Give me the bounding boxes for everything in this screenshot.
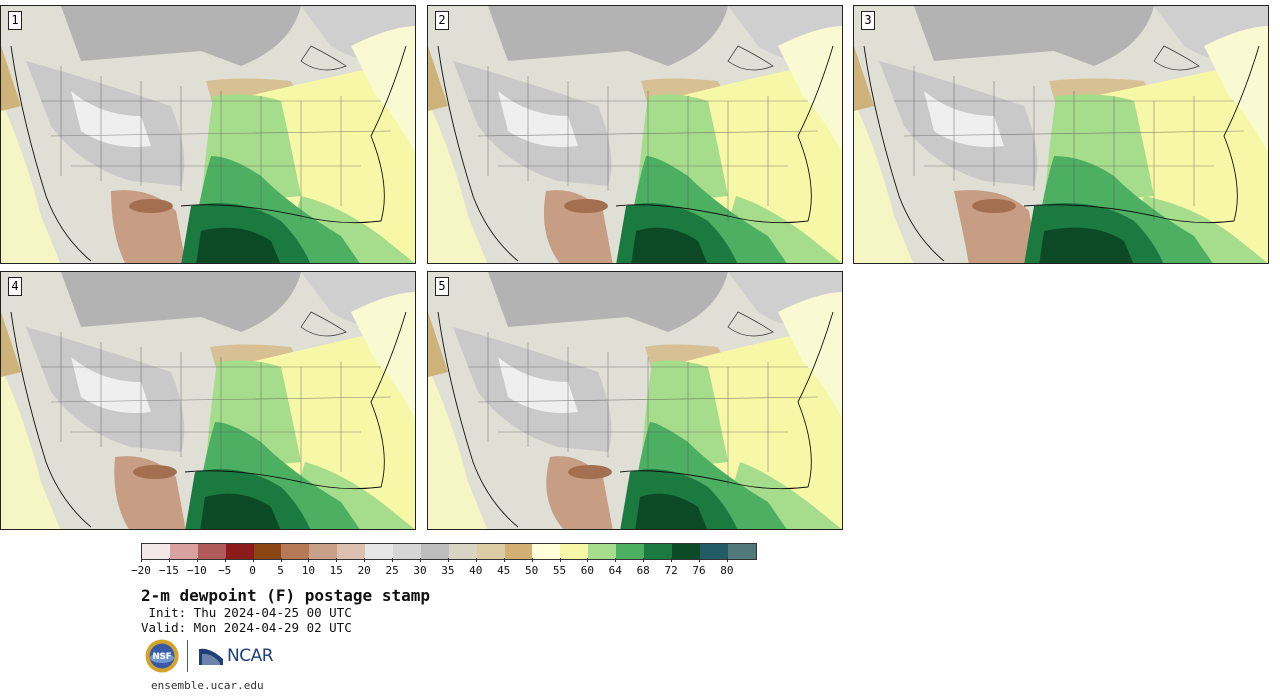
colorbar-tick-label: 5	[277, 564, 284, 577]
colorbar-tick-mark	[420, 558, 421, 562]
ncar-logo: NCAR	[198, 645, 274, 667]
colorbar-tick-mark	[475, 558, 477, 562]
colorbar-tick-label: 0	[249, 564, 256, 577]
colorbar-swatch	[337, 544, 366, 559]
postage-stamp-panel-4: 4	[0, 271, 416, 530]
colorbar-swatch	[504, 544, 533, 559]
colorbar-tick-mark	[308, 558, 310, 562]
colorbar-tick-mark	[252, 558, 254, 562]
colorbar-swatch	[225, 544, 254, 559]
colorbar-swatch	[365, 544, 394, 559]
colorbar-tick-mark	[699, 558, 700, 562]
colorbar-tick-label: −15	[158, 564, 179, 577]
colorbar-tick-mark	[615, 558, 617, 562]
ncar-logo-text: NCAR	[227, 646, 274, 666]
colorbar-swatch	[169, 544, 198, 559]
dewpoint-map	[854, 6, 1268, 263]
colorbar-tick-label: 68	[636, 564, 650, 577]
colorbar-swatch	[476, 544, 505, 559]
colorbar-tick-mark	[196, 558, 198, 562]
colorbar-tick-label: 64	[608, 564, 622, 577]
colorbar-tick-label: 35	[441, 564, 455, 577]
colorbar-tick-mark	[392, 558, 394, 562]
dewpoint-map	[428, 6, 842, 263]
colorbar-tick-mark	[531, 558, 533, 562]
panel-number: 1	[8, 11, 22, 30]
colorbar-tick-label: −5	[218, 564, 232, 577]
colorbar-tick-mark	[141, 558, 142, 562]
colorbar-tick-mark	[280, 558, 282, 562]
colorbar-tick-label: 50	[524, 564, 539, 577]
plot-title: 2-m dewpoint (F) postage stamp	[141, 586, 430, 605]
colorbar-tick-label: 20	[357, 564, 371, 577]
colorbar-swatch	[644, 544, 672, 559]
website-url: ensemble.ucar.edu	[151, 679, 264, 692]
nsf-logo-text: NSF	[152, 652, 171, 662]
colorbar-swatch	[532, 544, 561, 559]
colorbar-swatch	[671, 544, 700, 559]
logos: NSF NCAR	[145, 638, 274, 674]
colorbar-swatch	[560, 544, 589, 559]
colorbar-tick-mark	[643, 558, 645, 562]
colorbar-swatch	[727, 544, 756, 559]
nsf-logo-icon: NSF	[145, 639, 179, 673]
colorbar-swatch	[699, 544, 728, 559]
colorbar-tick-mark	[364, 558, 366, 562]
colorbar-tick-label: 45	[497, 564, 511, 577]
colorbar-tick-label: 72	[664, 564, 678, 577]
colorbar-swatch	[588, 544, 617, 559]
postage-stamp-panel-2: 2	[427, 5, 843, 264]
panel-number: 3	[861, 11, 875, 30]
colorbar-swatch	[253, 544, 282, 559]
colorbar-tick-label: 80	[720, 564, 734, 577]
init-time: Init: Thu 2024-04-25 00 UTC	[141, 605, 352, 620]
ncar-wave-icon	[199, 648, 223, 665]
colorbar-tick-label: 30	[413, 564, 427, 577]
colorbar-tick-mark	[503, 558, 505, 562]
panel-number: 5	[435, 277, 449, 296]
colorbar-ticks: −20 −15 −10 −5 0 5 10 15 20 25 30 35 40 45 50 55 60 64 68 7…	[131, 558, 757, 578]
dewpoint-map	[428, 272, 842, 529]
colorbar-tick-label: −20	[131, 564, 151, 577]
colorbar-tick-mark	[224, 558, 226, 562]
colorbar-swatch	[197, 544, 226, 559]
logo-divider	[187, 640, 188, 672]
panel-number: 2	[435, 11, 449, 30]
dewpoint-map	[1, 272, 415, 529]
colorbar-tick-mark	[559, 558, 561, 562]
colorbar-swatch	[281, 544, 310, 559]
colorbar-tick-label: −10	[186, 564, 207, 577]
colorbar-swatch	[393, 544, 421, 559]
colorbar-tick-mark	[671, 558, 673, 562]
colorbar-tick-label: 76	[692, 564, 706, 577]
colorbar-tick-label: 10	[301, 564, 316, 577]
valid-time: Valid: Mon 2024-04-29 02 UTC	[141, 620, 352, 635]
postage-stamp-panel-3: 3	[853, 5, 1269, 264]
colorbar-tick-label: 25	[385, 564, 399, 577]
colorbar-swatch	[309, 544, 338, 559]
colorbar-tick-mark	[587, 558, 589, 562]
colorbar-swatch	[142, 544, 170, 559]
dewpoint-colorbar	[141, 543, 757, 560]
colorbar-tick-label: 15	[329, 564, 343, 577]
colorbar-tick-label: 60	[580, 564, 595, 577]
colorbar-tick-label: 40	[469, 564, 483, 577]
colorbar-swatch	[448, 544, 477, 559]
colorbar-swatch	[420, 544, 449, 559]
colorbar-tick-mark	[726, 558, 728, 562]
colorbar-tick-label: 55	[552, 564, 567, 577]
postage-stamp-panel-1: 1	[0, 5, 416, 264]
panel-number: 4	[8, 277, 22, 296]
colorbar-swatch	[616, 544, 645, 559]
dewpoint-map	[1, 6, 415, 263]
colorbar-tick-mark	[336, 558, 338, 562]
colorbar-tick-mark	[447, 558, 449, 562]
colorbar-tick-mark	[168, 558, 170, 562]
postage-stamp-panel-5: 5	[427, 271, 843, 530]
